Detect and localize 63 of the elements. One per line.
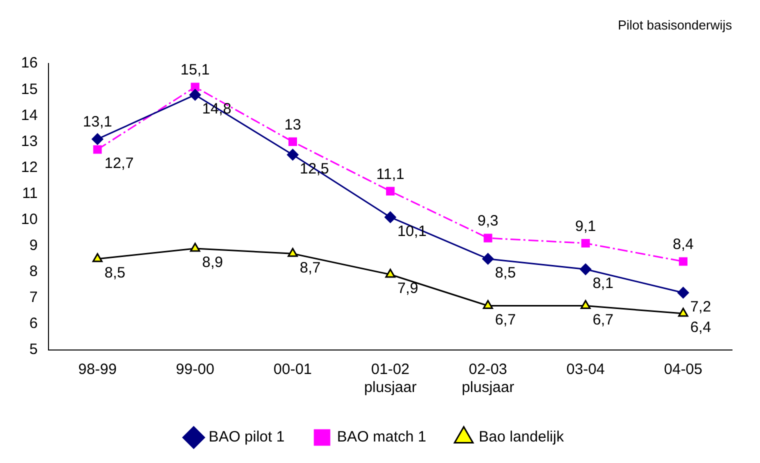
point [189, 89, 201, 101]
point [580, 300, 591, 309]
point [678, 308, 688, 317]
chart-title: Pilot basisonderwijs [618, 17, 732, 32]
point [93, 145, 102, 154]
point [484, 234, 492, 242]
point [677, 286, 689, 298]
point [482, 300, 494, 309]
y-tick-label: 15 [20, 80, 38, 98]
data-label: 15,1 [180, 62, 210, 79]
x-tick-label: 02-03 plusjaar [462, 361, 514, 396]
data-label: 7,2 [690, 298, 712, 316]
data-label: 9,3 [478, 212, 498, 230]
y-tick-label: 10 [20, 210, 38, 228]
data-label: 10,1 [397, 222, 427, 240]
data-label: 8,7 [300, 259, 321, 276]
data-label: 11,1 [376, 166, 404, 183]
y-tick-label: 9 [29, 236, 38, 254]
x-tick-label: 00-01 [274, 361, 312, 378]
y-tick-label: 7 [29, 289, 38, 306]
data-label: 8,1 [592, 274, 614, 292]
legend-label: Bao landelijk [478, 428, 564, 446]
point [384, 211, 396, 223]
data-label: 13 [284, 116, 302, 134]
y-tick-label: 8 [29, 263, 38, 280]
point [678, 257, 688, 266]
point [385, 268, 396, 278]
data-label: 13,1 [82, 114, 112, 131]
x-tick-label: 04-05 [664, 361, 702, 378]
data-label: 8,9 [202, 254, 223, 272]
point [92, 253, 103, 262]
y-tick-label: 11 [22, 184, 38, 202]
data-label: 12,7 [104, 155, 134, 172]
point [581, 238, 590, 248]
point [580, 264, 592, 276]
x-tick-label: 98-99 [78, 361, 117, 378]
data-label: 9,1 [575, 218, 596, 235]
data-label: 6,4 [690, 319, 712, 336]
y-tick-label: 16 [20, 54, 38, 72]
data-label: 8,4 [672, 236, 694, 254]
legend-label: BAO pilot 1 [208, 428, 285, 446]
data-label: 8,5 [104, 264, 126, 282]
point [92, 133, 104, 145]
point [288, 248, 298, 257]
x-tick-label: 01-02 plusjaar [364, 361, 417, 396]
point [190, 242, 200, 252]
legend-label: BAO match 1 [337, 428, 426, 446]
y-tick-label: 13 [20, 132, 38, 150]
y-tick-label: 5 [29, 341, 38, 358]
data-label: 6,7 [592, 311, 614, 328]
y-tick-label: 12 [20, 158, 38, 176]
point [386, 186, 395, 196]
x-tick-label: 03-04 [566, 361, 605, 378]
point [482, 253, 494, 265]
point [286, 148, 298, 160]
point [288, 137, 298, 146]
y-tick-label: 6 [29, 315, 38, 332]
x-tick-label: 99-00 [176, 361, 214, 378]
point [190, 82, 200, 92]
data-label: 8,5 [494, 264, 516, 282]
data-label: 6,7 [494, 311, 516, 328]
y-tick-label: 14 [20, 106, 38, 124]
data-label: 7,9 [397, 280, 418, 298]
